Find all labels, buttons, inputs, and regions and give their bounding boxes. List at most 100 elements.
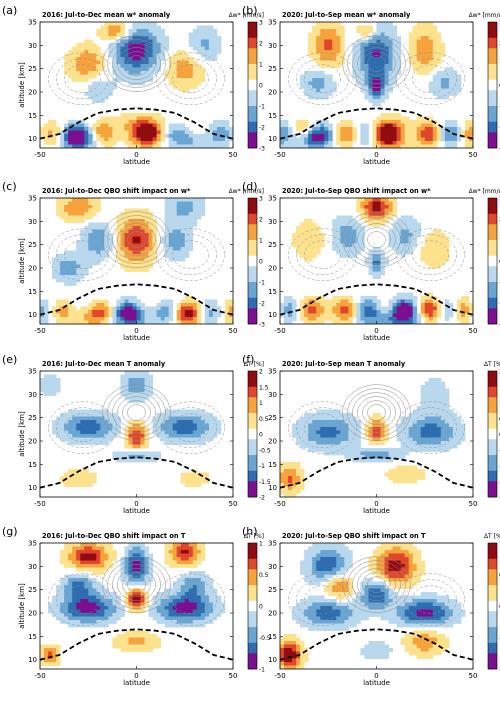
colorbar-tick-label: -3 <box>259 146 265 153</box>
panel-d: (d) 2020: Jul-to-Sep QBO shift impact on … <box>242 180 500 342</box>
y-tick-label: 25 <box>268 65 277 73</box>
y-axis-label: altitude [km] <box>18 238 26 284</box>
panel-e: (e) 2016: Jul-to-Dec mean T anomaly353025… <box>2 353 271 515</box>
colorbar: 21.510.50-0.5-1-1.5-2ΔT [%] <box>244 361 271 502</box>
x-axis-label: latitude <box>363 679 390 687</box>
x-tick-label: 0 <box>134 327 138 335</box>
y-tick-label: 15 <box>268 288 277 296</box>
y-tick-label: 10 <box>268 484 277 492</box>
colorbar: 1 0.5 0 -0.5 -1 ΔT [%] <box>244 533 271 674</box>
colorbar-tick-label: 0.5 <box>259 416 269 423</box>
x-tick-label: 0 <box>374 672 378 680</box>
colorbar-tick-label: 1.5 <box>259 384 269 391</box>
panel-f: (f) 2020: Jul-to-Sep mean T anomaly353025… <box>242 353 500 515</box>
y-tick-label: 20 <box>268 438 277 446</box>
x-tick-label: 0 <box>374 151 378 159</box>
x-tick-label: 50 <box>469 327 478 335</box>
y-tick-label: 30 <box>268 391 277 399</box>
x-axis-label: latitude <box>363 158 390 166</box>
y-tick-label: 10 <box>28 484 37 492</box>
y-tick-label: 30 <box>28 42 37 50</box>
y-tick-label: 30 <box>28 391 37 399</box>
y-tick-label: 30 <box>268 563 277 571</box>
colorbar: 21.510.50-0.5-1-1.5-2ΔT [%] <box>484 361 500 502</box>
y-tick-label: 25 <box>28 586 37 594</box>
x-tick-label: 0 <box>134 672 138 680</box>
colorbar-tick-label: 1 <box>259 400 263 407</box>
panel-tag: (c) <box>2 180 17 193</box>
y-tick-label: 20 <box>28 438 37 446</box>
y-tick-label: 10 <box>268 311 277 319</box>
tropopause-line <box>280 628 473 661</box>
colorbar: 3 2 1 0 -1 -2 -3 Δw* [mm/s] <box>229 188 266 329</box>
colorbar-label: ΔT [%] <box>244 533 264 540</box>
colorbar-tick-label: 1 <box>259 62 263 69</box>
y-tick-label: 15 <box>28 112 37 120</box>
colorbar-tick-label: 0 <box>259 432 263 439</box>
y-tick-label: 15 <box>28 461 37 469</box>
x-axis-label: latitude <box>123 507 150 515</box>
tropopause-line <box>40 456 233 489</box>
panel-g: (g) 2016: Jul-to-Dec QBO shift impact on … <box>2 525 271 687</box>
panels: (a) 2016: Jul-to-Dec mean w* anomaly35302… <box>2 4 500 687</box>
x-tick-label: 50 <box>469 500 478 508</box>
colorbar: 3 2 1 0 -1 -2 -3 Δw* [mm/s] <box>229 12 266 153</box>
colorbar-tick-label: 2 <box>259 217 263 224</box>
contour-lines <box>288 556 465 626</box>
panel-title: 2020: Jul-to-Sep mean T anomaly <box>282 360 406 368</box>
x-tick-label: -50 <box>274 151 285 159</box>
tropopause-line <box>40 283 233 316</box>
y-tick-label: 35 <box>28 195 37 203</box>
panel-tag: (a) <box>2 4 17 17</box>
heatmap-field <box>40 371 233 497</box>
panel-title: 2020: Jul-to-Sep QBO shift impact on T <box>282 532 426 540</box>
x-tick-label: 0 <box>374 327 378 335</box>
colorbar-tick-label: -0.5 <box>259 447 271 454</box>
colorbar-tick-label: -3 <box>259 322 265 329</box>
panel-title: 2016: Jul-to-Dec QBO shift impact on w* <box>42 187 191 195</box>
y-axis-label: altitude [km] <box>18 411 26 457</box>
tropopause-line <box>280 107 473 140</box>
heatmap-field <box>280 22 473 148</box>
y-tick-label: 25 <box>28 414 37 422</box>
panel-tag: (g) <box>2 525 18 538</box>
colorbar-label: ΔT [%] <box>244 361 264 368</box>
y-tick-label: 30 <box>268 42 277 50</box>
contour-lines <box>48 556 225 626</box>
x-tick-label: 50 <box>229 151 238 159</box>
x-tick-label: -50 <box>274 672 285 680</box>
y-tick-label: 15 <box>28 633 37 641</box>
panel-title: 2020: Jul-to-Sep QBO shift impact on w* <box>282 187 431 195</box>
x-axis-label: latitude <box>123 158 150 166</box>
panel-b: (b) 2020: Jul-to-Sep mean w* anomaly35302… <box>242 4 500 166</box>
contour-lines <box>288 211 465 281</box>
tropopause-line <box>40 107 233 140</box>
panel-c: (c) 2016: Jul-to-Dec QBO shift impact on … <box>2 180 265 342</box>
x-tick-label: 50 <box>229 327 238 335</box>
y-tick-label: 10 <box>28 311 37 319</box>
colorbar-tick-label: -2 <box>259 301 265 308</box>
x-tick-label: -50 <box>274 500 285 508</box>
x-axis-label: latitude <box>123 334 150 342</box>
y-tick-label: 25 <box>268 241 277 249</box>
panel-tag: (b) <box>242 4 258 17</box>
tropopause-line <box>280 456 473 489</box>
y-tick-label: 15 <box>268 112 277 120</box>
colorbar-tick-label: 0 <box>259 83 263 90</box>
colorbar-tick-label: -1 <box>259 463 265 470</box>
colorbar-tick-label: 3 <box>259 196 263 203</box>
y-tick-label: 15 <box>268 633 277 641</box>
y-tick-label: 25 <box>268 414 277 422</box>
x-axis-label: latitude <box>363 507 390 515</box>
y-tick-label: 20 <box>28 265 37 273</box>
x-tick-label: 50 <box>229 500 238 508</box>
colorbar-tick-label: 1 <box>259 238 263 245</box>
x-tick-label: 50 <box>469 672 478 680</box>
y-tick-label: 25 <box>268 586 277 594</box>
panel-tag: (e) <box>2 353 17 366</box>
colorbar-tick-label: -0.5 <box>259 635 271 642</box>
y-tick-label: 35 <box>268 195 277 203</box>
y-tick-label: 35 <box>28 368 37 376</box>
y-tick-label: 35 <box>268 540 277 548</box>
